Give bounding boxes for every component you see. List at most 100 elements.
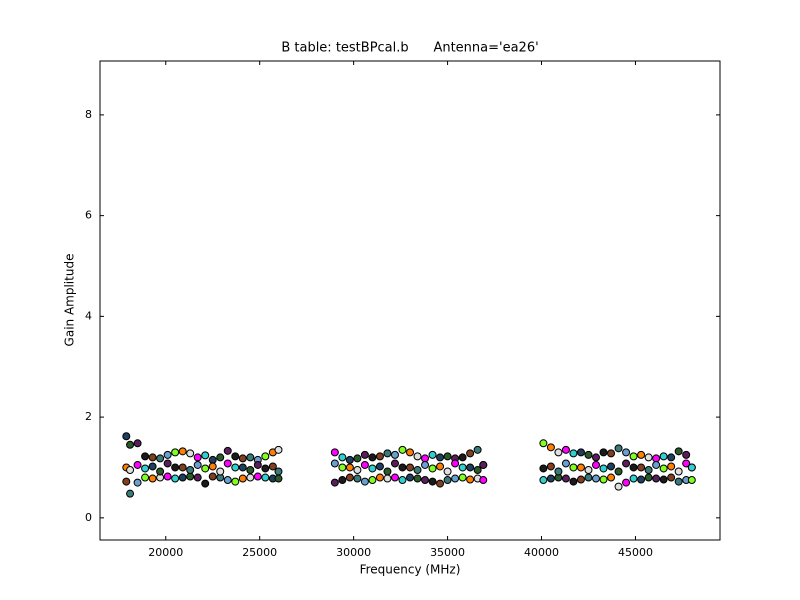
point [451,474,460,483]
point [186,465,195,474]
plot-area [122,432,696,498]
point [644,453,653,462]
point [436,453,445,462]
point [682,459,691,468]
point [546,443,555,452]
point [178,473,187,482]
point [274,467,283,476]
point [473,445,482,454]
point [644,465,653,474]
point [629,463,638,472]
point [375,462,384,471]
point [622,478,631,487]
point [231,477,240,486]
point [659,464,668,473]
point [607,473,616,482]
point [163,450,172,459]
point [614,444,623,453]
point [253,460,262,469]
point [353,465,362,474]
point [231,463,240,472]
point [421,460,430,469]
point [216,467,225,476]
point [178,463,187,472]
point [659,475,668,484]
point [353,454,362,463]
point [253,472,262,481]
point [193,453,202,462]
y-tick-label: 4 [85,309,92,322]
point [406,473,414,482]
point [216,453,225,462]
x-tick-label: 20000 [148,546,183,559]
point [674,447,683,456]
point [178,447,187,456]
point [629,474,638,483]
y-tick-label: 0 [85,511,92,524]
point [238,463,247,472]
point [443,476,452,485]
point [674,477,683,486]
point [148,462,157,471]
point [338,476,347,485]
point [368,476,377,485]
point [390,450,399,459]
point [599,448,608,457]
point [274,474,283,483]
point [156,454,165,463]
point [171,448,180,457]
point [368,453,377,462]
point [122,477,131,486]
point [163,472,172,481]
point [607,462,616,471]
point [274,445,283,454]
point [413,474,422,483]
point [126,489,135,498]
point [652,454,661,463]
point [268,462,277,471]
point [201,479,210,488]
point [133,439,142,448]
point [261,473,270,482]
point [186,449,195,458]
point [561,445,570,454]
point [554,467,563,476]
point [443,467,452,476]
point [171,474,180,483]
point [667,453,676,462]
point [238,454,247,463]
point [637,450,646,459]
point [622,448,631,457]
point [479,476,488,485]
point [345,463,354,472]
point [223,446,232,455]
point [368,464,377,473]
point [576,463,585,472]
x-tick-label: 25000 [242,546,277,559]
point [644,473,653,482]
point [246,473,255,482]
point [171,463,180,472]
point [443,452,452,461]
point [458,453,467,462]
point [406,463,414,472]
point [584,473,593,482]
point [622,459,631,468]
plot-frame [99,60,721,541]
point [208,472,217,481]
point [413,452,422,461]
point [193,460,202,469]
point [652,474,661,483]
x-tick-label: 30000 [336,546,371,559]
point [360,477,369,486]
point [687,476,696,485]
point [330,459,339,468]
point [193,473,202,482]
point [126,440,135,449]
point [637,463,646,472]
point [451,459,460,468]
point [546,462,555,471]
point [584,450,593,459]
point [466,475,475,484]
